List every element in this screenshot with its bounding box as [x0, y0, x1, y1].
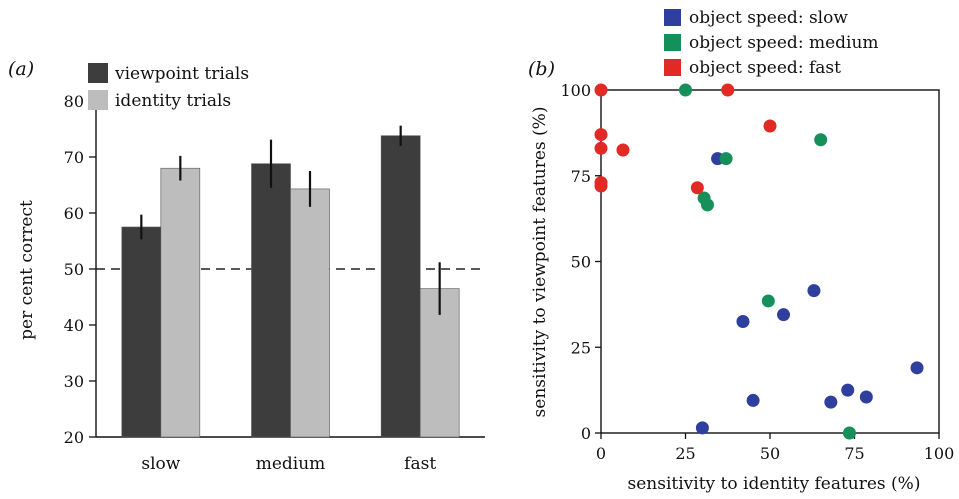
panel-b-y-tick-label: 0 [581, 424, 591, 443]
point-fast [594, 141, 608, 155]
point-medium [814, 133, 828, 147]
point-fast [763, 119, 777, 133]
panel-a-y-tick-label: 30 [64, 372, 84, 391]
point-fast [721, 83, 735, 97]
point-fast [594, 179, 608, 193]
panel-b-x-tick-label: 50 [760, 444, 780, 463]
point-medium [842, 426, 856, 440]
point-slow [859, 390, 873, 404]
panel-b-y-tick-label: 75 [571, 167, 591, 186]
legend-label: object speed: medium [689, 33, 879, 53]
point-medium [761, 294, 775, 308]
panel-b-y-axis-label: sensitivity to viewpoint features (%) [530, 107, 550, 418]
point-medium [679, 83, 692, 97]
legend-swatch [664, 9, 681, 26]
panel-b-x-tick-label: 75 [844, 444, 864, 463]
legend-label: object speed: slow [689, 8, 848, 28]
panel-a-y-axis-label: per cent correct [17, 200, 37, 340]
panel-b-x-tick-label: 100 [924, 444, 955, 463]
bar-viewpoint-fast [380, 135, 421, 438]
point-fast [616, 143, 630, 157]
point-slow [910, 361, 924, 375]
panel-b-x-tick-label: 25 [675, 444, 695, 463]
panel-b-x-tick-label: 0 [596, 444, 606, 463]
legend-label: object speed: fast [689, 58, 841, 78]
panel-b-y-tick-label: 25 [571, 338, 591, 357]
panel-a-y-tick-label: 50 [64, 260, 84, 279]
legend-swatch [88, 63, 108, 83]
bar-identity-slow [160, 167, 201, 438]
bar-viewpoint-medium [251, 163, 291, 438]
panel-a-y-tick-label: 70 [64, 148, 84, 167]
legend-swatch [664, 34, 681, 51]
legend-swatch [664, 59, 681, 76]
panel-a-label: (a) [8, 58, 34, 80]
point-fast [690, 181, 704, 195]
panel-a-x-tick-label: medium [256, 454, 326, 474]
point-fast [594, 83, 608, 97]
point-slow [736, 315, 750, 329]
point-slow [824, 395, 838, 409]
panel-a-y-tick-label: 20 [64, 428, 84, 447]
legend-swatch [88, 90, 108, 110]
panel-b-plot-frame [600, 89, 940, 434]
point-slow [777, 308, 791, 322]
panel-a-y-tick-label: 60 [64, 204, 84, 223]
panel-a-y-tick-label: 80 [64, 92, 84, 111]
point-slow [695, 421, 709, 435]
point-slow [807, 284, 821, 298]
bar-identity-medium [290, 188, 330, 438]
panel-b-y-tick-label: 50 [571, 253, 591, 272]
point-medium [719, 152, 733, 166]
panel-a-bar-chart: (a) 20 30 40 50 60 70 80 slow medium fast viewpo… [8, 58, 485, 474]
legend-label: identity trials [115, 91, 231, 111]
panel-b-scatter-plot: (b) 0 25 50 75 100 0 25 50 75 100 object speed: s… [528, 8, 954, 494]
panel-b-label: (b) [528, 58, 555, 80]
panel-b-y-tick-label: 100 [560, 81, 591, 100]
panel-a-y-tick-label: 40 [64, 316, 84, 335]
panel-a-x-tick-label: slow [141, 454, 180, 474]
point-fast [594, 128, 608, 142]
point-slow [841, 383, 855, 397]
panel-a-x-tick-label: fast [404, 454, 436, 474]
panel-b-x-axis-label: sensitivity to identity features (%) [628, 474, 921, 494]
point-medium [700, 198, 714, 212]
legend-label: viewpoint trials [114, 64, 249, 84]
bar-viewpoint-slow [121, 226, 162, 438]
point-slow [746, 393, 760, 407]
